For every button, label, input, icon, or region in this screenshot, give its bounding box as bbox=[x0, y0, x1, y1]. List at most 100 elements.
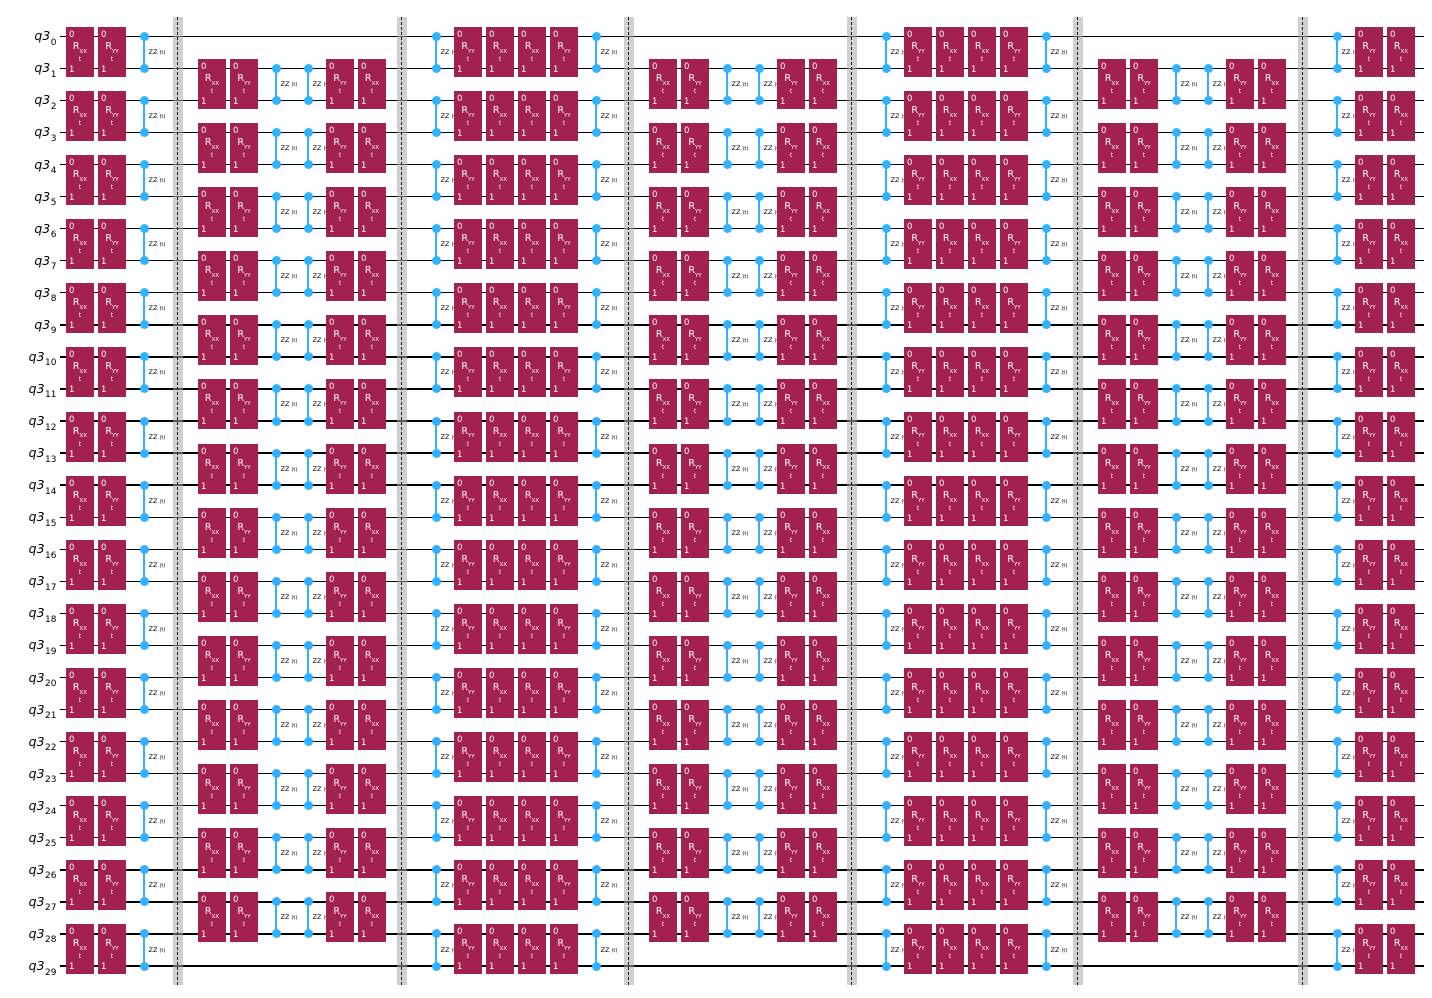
gate-name-subscript: YY bbox=[790, 786, 798, 793]
gate-name-subscript: XX bbox=[371, 401, 380, 408]
gate-name-main: R bbox=[557, 682, 564, 693]
gate-parameter: t bbox=[693, 921, 697, 929]
gate-parameter: t bbox=[1012, 184, 1016, 192]
rzz-label-text: ZZ bbox=[890, 47, 900, 56]
gate-name-main: R bbox=[1137, 265, 1144, 277]
rzz-label-param: (t) bbox=[742, 658, 749, 665]
rzz-label-text: ZZ bbox=[1050, 560, 1060, 569]
gate-port-bottom-label: 1 bbox=[1261, 545, 1267, 556]
gate-port-bottom-label: 1 bbox=[69, 64, 75, 75]
rzz-control-dot-top bbox=[881, 480, 891, 490]
gate-name-subscript: YY bbox=[917, 818, 925, 825]
gate-parameter: t bbox=[210, 280, 214, 288]
rzz-control-dot-top bbox=[1041, 224, 1051, 234]
gate-name-subscript: XX bbox=[949, 882, 958, 889]
rzz-gate-connector bbox=[434, 228, 438, 261]
gate-name-main: R bbox=[204, 393, 212, 405]
gate-port-bottom-label: 1 bbox=[1003, 257, 1009, 268]
gate-name: RXX bbox=[1387, 105, 1415, 121]
gate-port-bottom-label: 1 bbox=[329, 930, 335, 941]
gate-name: RXX bbox=[198, 842, 226, 858]
gate-name-main: R bbox=[72, 746, 80, 758]
gate-port-top-label: 0 bbox=[971, 93, 977, 104]
rzz-label-text: ZZ bbox=[600, 945, 610, 954]
gate-port-top-label: 0 bbox=[553, 606, 559, 617]
rxx-gate: 0 1 RXX t bbox=[936, 347, 964, 398]
gate-name-subscript: YY bbox=[694, 465, 702, 472]
qubit-index: 13 bbox=[45, 454, 57, 465]
ryy-gate: 0 1 RYY t bbox=[1130, 635, 1158, 686]
ryy-gate: 0 1 RYY t bbox=[904, 603, 932, 654]
gate-name: RXX bbox=[1387, 41, 1415, 57]
rzz-control-dot-bottom bbox=[722, 480, 732, 490]
qubit-wire bbox=[60, 67, 1424, 70]
gate-port-bottom-label: 1 bbox=[1003, 577, 1009, 588]
gate-name: RYY bbox=[98, 938, 126, 954]
rzz-label-text: ZZ bbox=[312, 656, 322, 665]
rzz-label-text: ZZ bbox=[312, 144, 322, 152]
rxx-gate: 0 1 RXX t bbox=[198, 187, 226, 238]
qubit-wire bbox=[60, 356, 1424, 358]
gate-name-subscript: YY bbox=[563, 112, 571, 119]
rzz-control-dot-top bbox=[591, 673, 601, 682]
rzz-label-text: ZZ bbox=[280, 913, 290, 922]
gate-name-main: R bbox=[492, 104, 500, 116]
gate-name: RXX bbox=[809, 522, 837, 538]
gate-parameter: t bbox=[242, 216, 246, 224]
gate-parameter: t bbox=[1142, 472, 1146, 480]
gate-name: RXX bbox=[1258, 393, 1286, 409]
gate-name: RYY bbox=[1000, 938, 1028, 954]
gate-name: RYY bbox=[1355, 810, 1383, 826]
qubit-wire bbox=[60, 420, 1424, 422]
gate-name-main: R bbox=[237, 201, 244, 213]
rzz-label-param: (t) bbox=[742, 466, 749, 473]
gate-name-main: R bbox=[942, 746, 950, 758]
gate-port-bottom-label: 1 bbox=[457, 193, 463, 204]
gate-port-top-label: 0 bbox=[361, 895, 367, 906]
gate-parameter: t bbox=[661, 921, 665, 929]
rzz-gate-label: ZZ (t) bbox=[1051, 112, 1068, 121]
gate-port-bottom-label: 1 bbox=[201, 609, 207, 620]
rzz-control-dot-top bbox=[1171, 192, 1181, 202]
rzz-control-dot-bottom bbox=[591, 512, 601, 522]
gate-parameter: t bbox=[693, 536, 697, 544]
gate-name: RXX bbox=[809, 458, 837, 474]
ryy-gate: 0 1 RYY t bbox=[230, 700, 258, 751]
qubit-index: 6 bbox=[50, 230, 57, 241]
rzz-control-dot-bottom bbox=[1332, 192, 1342, 202]
gate-name: RYY bbox=[230, 586, 258, 602]
ryy-gate: 0 1 RYY t bbox=[454, 26, 482, 77]
rxx-gate: 0 1 RXX t bbox=[198, 58, 226, 109]
gate-name-main: R bbox=[204, 842, 212, 854]
gate-port-bottom-label: 1 bbox=[684, 802, 690, 813]
gate-name-main: R bbox=[784, 906, 791, 918]
rzz-control-dot-bottom bbox=[1041, 320, 1051, 330]
gate-port-bottom-label: 1 bbox=[1101, 802, 1107, 813]
gate-port-top-label: 0 bbox=[652, 190, 658, 201]
ryy-gate: 0 1 RYY t bbox=[550, 90, 578, 141]
gate-name: RYY bbox=[550, 105, 578, 121]
rzz-gate-connector bbox=[1335, 805, 1339, 838]
gate-name-subscript: XX bbox=[662, 786, 671, 793]
gate-name: RYY bbox=[454, 105, 482, 121]
rzz-gate-label: ZZ (t) bbox=[149, 689, 166, 698]
gate-name-main: R bbox=[1362, 297, 1369, 309]
ryy-gate: 0 1 RYY t bbox=[230, 251, 258, 302]
gate-name-main: R bbox=[492, 297, 500, 309]
gate-port-top-label: 0 bbox=[457, 671, 463, 681]
gate-name-main: R bbox=[974, 874, 982, 886]
rzz-control-dot-top bbox=[431, 352, 441, 362]
gate-name-subscript: XX bbox=[981, 112, 990, 119]
gate-port-top-label: 0 bbox=[1003, 350, 1009, 361]
gate-name: RXX bbox=[809, 778, 837, 794]
gate-port-top-label: 0 bbox=[1229, 318, 1235, 329]
rzz-control-dot-bottom bbox=[754, 801, 764, 811]
rzz-control-dot-bottom bbox=[431, 897, 441, 907]
gate-name-main: R bbox=[333, 778, 340, 790]
qubit-wire bbox=[60, 869, 1424, 871]
gate-parameter: t bbox=[1110, 536, 1114, 544]
gate-name-main: R bbox=[1104, 521, 1112, 533]
qubit-wire bbox=[60, 612, 1424, 615]
rxx-gate: 0 1 RXX t bbox=[809, 764, 837, 815]
gate-name-main: R bbox=[688, 265, 695, 277]
